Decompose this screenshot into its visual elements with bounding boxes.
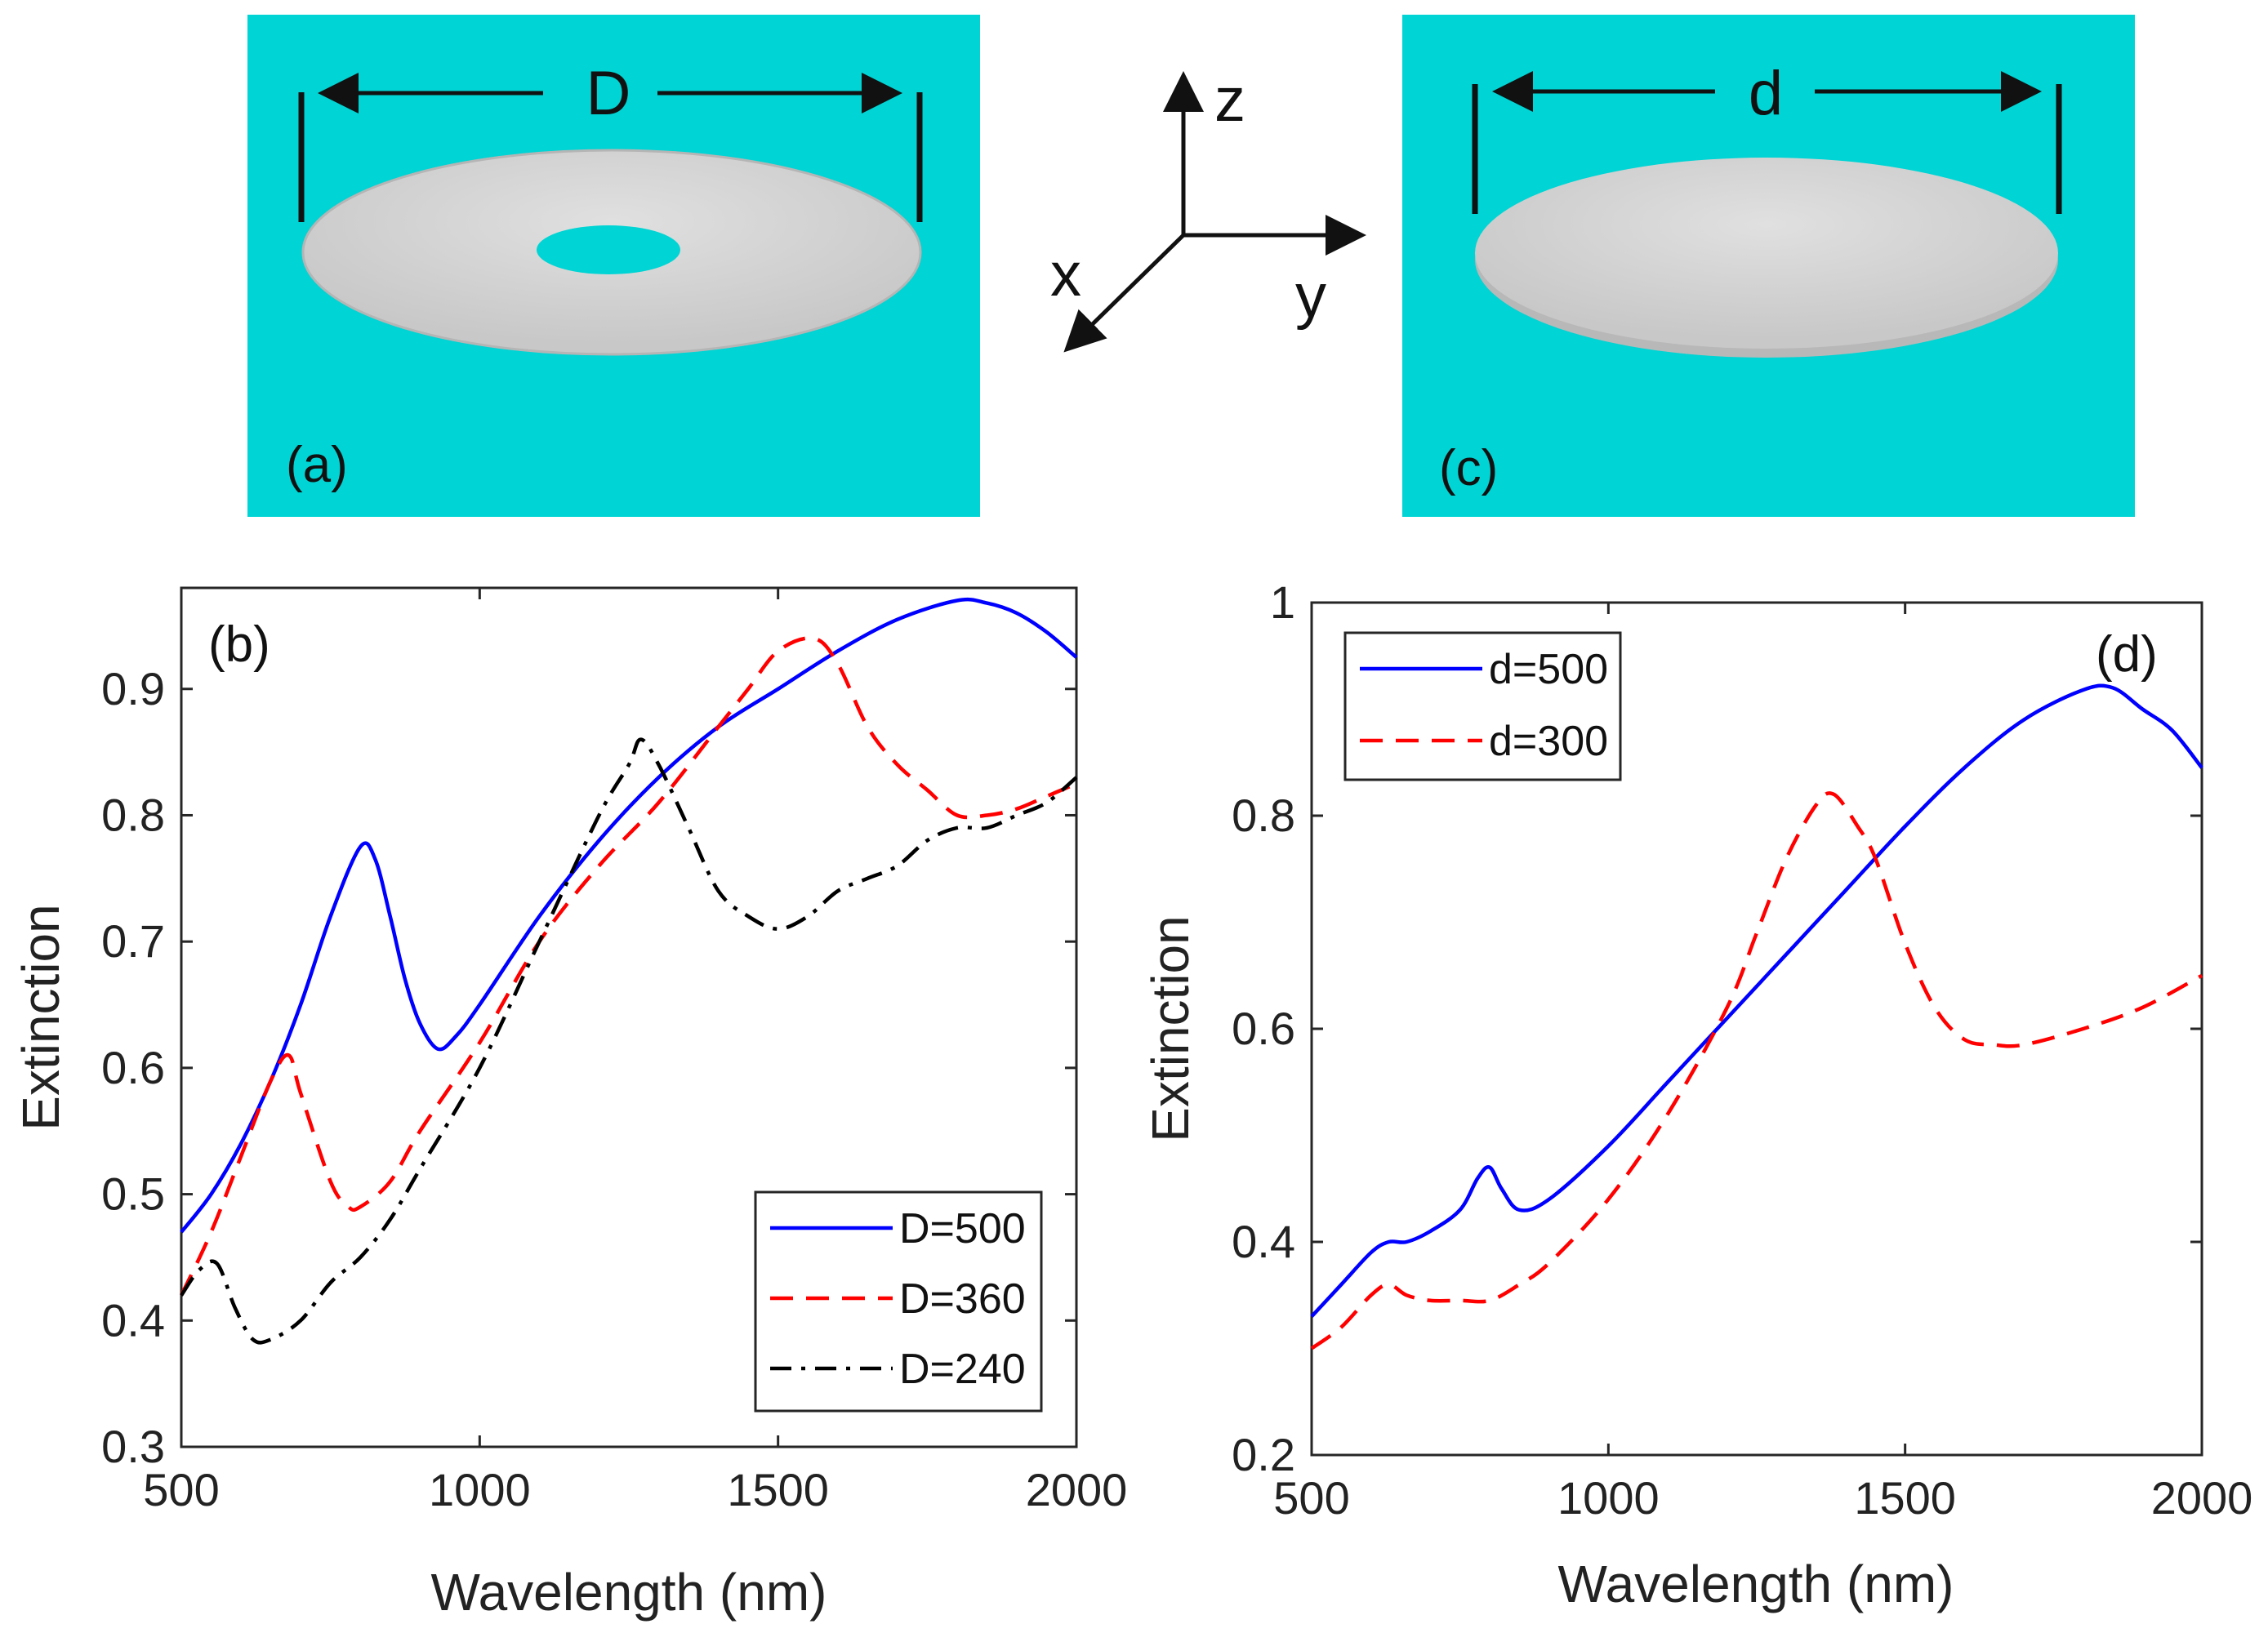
series-layer bbox=[1310, 683, 2203, 1350]
z-axis-label: z bbox=[1214, 65, 1245, 135]
series-line-d-240 bbox=[180, 737, 1078, 1345]
y-tick-label: 0.8 bbox=[1232, 790, 1295, 841]
y-axis-label: y bbox=[1295, 261, 1326, 331]
tick-marks bbox=[1310, 601, 2203, 1457]
legend-label: D=500 bbox=[899, 1205, 1026, 1253]
y-tick-label: 0.6 bbox=[1232, 1003, 1295, 1054]
tick-labels: 500 1000 1500 2000 0.2 0.4 0.6 0.8 1 bbox=[1232, 576, 2252, 1524]
y-axis-title: Extinction bbox=[1141, 915, 1200, 1141]
y-tick-label: 0.4 bbox=[101, 1294, 165, 1346]
x-tick-label: 500 bbox=[1273, 1472, 1349, 1524]
legend-label: D=360 bbox=[899, 1275, 1026, 1323]
panel-a-label: (a) bbox=[286, 437, 348, 493]
ring-hole bbox=[537, 225, 680, 274]
series-line-d-500 bbox=[180, 597, 1078, 1234]
y-tick-label: 1 bbox=[1270, 576, 1295, 628]
coordinate-axes: z y x bbox=[1050, 65, 1366, 353]
y-tick-label: 0.3 bbox=[101, 1421, 165, 1472]
chart-b: 500 1000 1500 2000 0.3 0.4 0.5 0.6 0.7 0.8 0.9 Wav… bbox=[11, 586, 1127, 1622]
x-tick-label: 2000 bbox=[1026, 1464, 1128, 1515]
tick-labels: 500 1000 1500 2000 0.3 0.4 0.5 0.6 0.7 0.8 0.9 bbox=[101, 663, 1127, 1515]
series-layer bbox=[179, 597, 1078, 1345]
x-axis-title: Wavelength (nm) bbox=[1558, 1555, 1954, 1613]
x-axis-arrow bbox=[1063, 234, 1185, 353]
series-line-d-500 bbox=[1310, 683, 2203, 1318]
y-tick-label: 0.5 bbox=[101, 1168, 165, 1220]
x-tick-label: 500 bbox=[143, 1464, 219, 1515]
x-tick-label: 1000 bbox=[429, 1464, 531, 1515]
y-tick-label: 0.6 bbox=[101, 1042, 165, 1093]
x-tick-label: 2000 bbox=[2151, 1472, 2253, 1524]
series-line-d-360 bbox=[179, 636, 1077, 1297]
panel-c-schematic: d (c) bbox=[1402, 15, 2135, 517]
panel-d-label: (d) bbox=[2096, 626, 2158, 683]
legend-label: d=300 bbox=[1489, 718, 1608, 765]
panel-c-label: (c) bbox=[1439, 440, 1498, 496]
y-tick-label: 0.9 bbox=[101, 663, 165, 714]
chart-d: 500 1000 1500 2000 0.2 0.4 0.6 0.8 1 Wavelength … bbox=[1141, 576, 2252, 1613]
x-axis-title: Wavelength (nm) bbox=[431, 1563, 827, 1622]
y-tick-label: 0.7 bbox=[101, 915, 165, 967]
legend: D=500 D=360 D=240 bbox=[754, 1190, 1043, 1413]
solid-disk bbox=[1475, 158, 2058, 349]
legend-label: D=240 bbox=[899, 1346, 1026, 1393]
legend-label: d=500 bbox=[1489, 646, 1608, 693]
y-tick-label: 0.8 bbox=[101, 789, 165, 840]
panel-a-schematic: D (a) bbox=[247, 15, 980, 517]
x-axis-label: x bbox=[1050, 240, 1081, 309]
legend-box bbox=[1343, 631, 1622, 781]
x-tick-label: 1500 bbox=[727, 1464, 829, 1515]
y-axis-title: Extinction bbox=[11, 904, 70, 1130]
tick-marks bbox=[180, 588, 1078, 1448]
x-tick-label: 1000 bbox=[1557, 1472, 1660, 1524]
legend: d=500 d=300 bbox=[1343, 631, 1622, 781]
x-tick-label: 1500 bbox=[1854, 1472, 1956, 1524]
panel-b-label: (b) bbox=[208, 616, 270, 673]
y-tick-label: 0.4 bbox=[1232, 1216, 1295, 1267]
y-tick-label: 0.2 bbox=[1232, 1429, 1295, 1480]
dimension-label-d: d bbox=[1749, 59, 1783, 128]
dimension-label-D: D bbox=[586, 59, 631, 128]
